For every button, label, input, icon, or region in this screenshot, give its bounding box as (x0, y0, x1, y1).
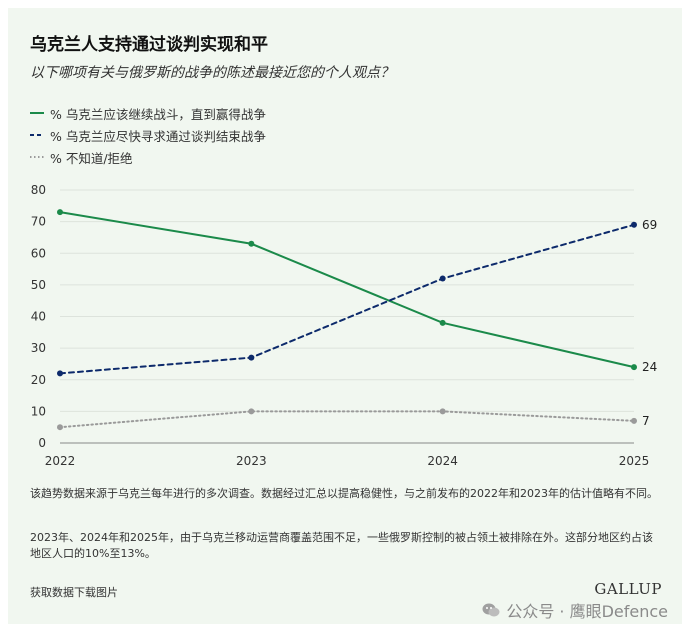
y-tick-label: 50 (31, 278, 46, 292)
x-tick-label: 2023 (236, 454, 267, 468)
y-tick-label: 70 (31, 215, 46, 229)
chart-subtitle: 以下哪项有关与俄罗斯的战争的陈述最接近您的个人观点？ (30, 65, 394, 81)
legend-label: % 乌克兰应该继续战斗，直到赢得战争 (50, 106, 266, 122)
download-link[interactable]: 获取数据下载图片 (30, 586, 118, 599)
wechat-icon (482, 603, 500, 617)
legend-label: % 乌克兰应尽快寻求通过谈判结束战争 (50, 128, 266, 144)
y-tick-label: 80 (31, 184, 46, 197)
legend-swatch-dashed (30, 134, 44, 136)
legend: % 乌克兰应该继续战斗，直到赢得战争 % 乌克兰应尽快寻求通过谈判结束战争 % … (30, 102, 266, 168)
data-point (57, 209, 63, 216)
data-point (439, 319, 446, 326)
y-tick-label: 30 (31, 341, 46, 355)
legend-swatch-dotted (30, 156, 44, 158)
end-value-label: 7 (642, 414, 650, 428)
end-value-label: 69 (642, 218, 657, 232)
end-value-label: 24 (642, 360, 657, 374)
line-chart: 0 10 20 30 40 50 60 70 80 2022 2023 2024 2025 24 69 7 (31, 184, 658, 468)
series-line-2 (59, 410, 635, 429)
data-point (57, 424, 63, 431)
data-point (631, 221, 637, 228)
y-tick-label: 10 (31, 404, 46, 418)
series-line-0 (59, 211, 635, 369)
data-point (248, 354, 255, 361)
x-tick-label: 2025 (619, 454, 650, 468)
legend-item-negotiate: % 乌克兰应尽快寻求通过谈判结束战争 (30, 124, 266, 146)
y-tick-label: 0 (38, 436, 46, 450)
legend-swatch-solid (30, 112, 44, 114)
data-point (248, 408, 255, 415)
chart-title: 乌克兰人支持通过谈判实现和平 (30, 35, 268, 55)
legend-item-fight: % 乌克兰应该继续战斗，直到赢得战争 (30, 102, 266, 124)
data-point (631, 364, 637, 371)
series-line-1 (59, 223, 635, 375)
x-tick-label: 2022 (45, 454, 76, 468)
legend-item-dontknow: % 不知道/拒绝 (30, 146, 266, 168)
gallup-logo: GALLUP (594, 580, 662, 598)
footnote-methodology: 该趋势数据来源于乌克兰每年进行的多次调查。数据经过汇总以提高稳健性，与之前发布的… (30, 487, 658, 500)
watermark-text: 公众号 · 鹰眼Defence (506, 602, 668, 621)
x-tick-label: 2024 (427, 454, 458, 468)
y-tick-label: 20 (31, 373, 46, 387)
data-point (439, 408, 446, 415)
data-point (248, 240, 255, 247)
y-tick-label: 40 (31, 310, 46, 324)
data-point (631, 417, 637, 424)
data-point (57, 370, 63, 377)
y-tick-label: 60 (31, 246, 46, 260)
chart-card: 乌克兰人支持通过谈判实现和平 以下哪项有关与俄罗斯的战争的陈述最接近您的个人观点… (8, 8, 682, 624)
watermark: 公众号 · 鹰眼Defence (482, 598, 668, 622)
data-point (439, 275, 446, 282)
legend-label: % 不知道/拒绝 (50, 150, 133, 166)
footnote-coverage: 2023年、2024年和2025年，由于乌克兰移动运营商覆盖范围不足，一些俄罗斯… (30, 531, 653, 560)
